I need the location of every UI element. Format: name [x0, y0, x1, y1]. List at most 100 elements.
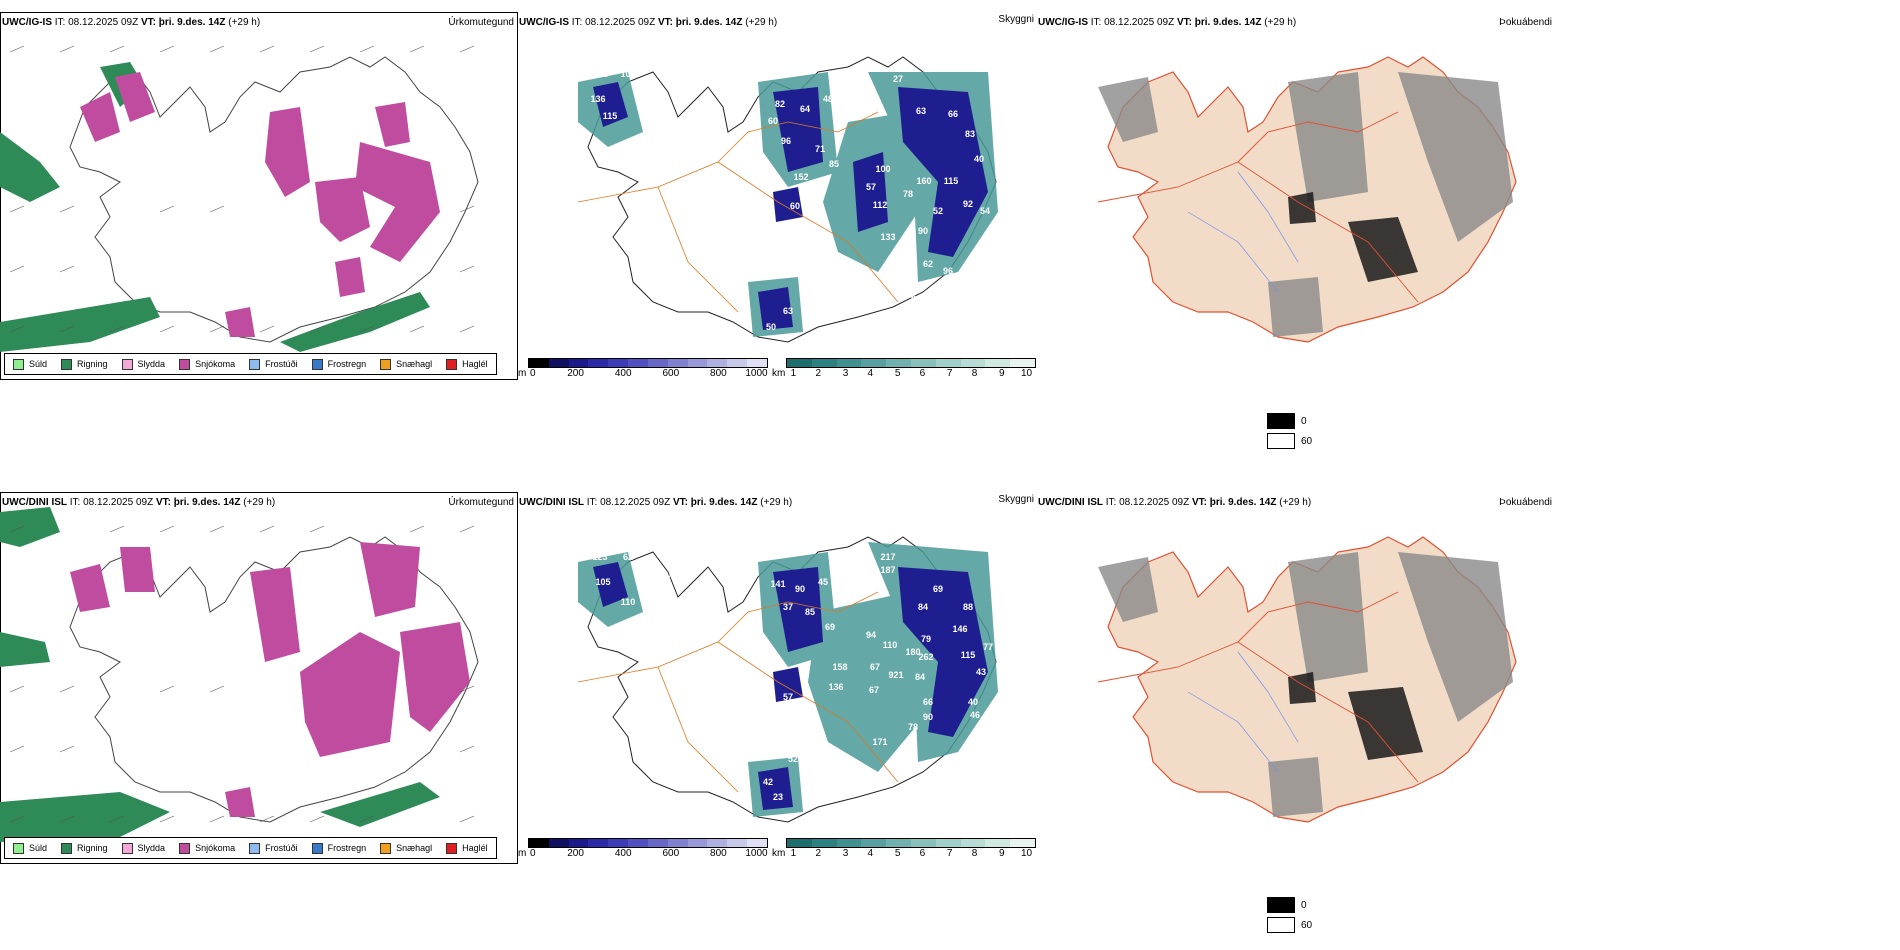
snowdepth-value-label: 71 — [815, 144, 825, 154]
fog-legend-top: 0 60 — [1267, 411, 1312, 451]
snowdepth-value-label: 62 — [623, 552, 633, 562]
snowdepth-value-label: 27 — [893, 74, 903, 84]
snowdepth-value-label: 92 — [963, 199, 973, 209]
snowdepth-value-label: 96 — [781, 136, 791, 146]
legend-item: Snæhagl — [380, 842, 432, 854]
precip-type-label-bottom: Úrkomutegund — [448, 497, 514, 508]
snowdepth-unit-top: m — [518, 368, 527, 379]
legend-item: Haglél — [446, 842, 488, 854]
precip-legend-top: Súld Rigning Slydda Snjókoma Frostúði Fr… — [4, 353, 497, 375]
snowdepth-value-label: 110 — [883, 640, 898, 650]
snowdepth-value-label: 82 — [775, 99, 785, 109]
snowdepth-value-label: 117 — [921, 314, 936, 324]
snowdepth-value-label: 50 — [766, 322, 776, 332]
snowdepth-value-label: 23 — [773, 792, 783, 802]
panel-title-bottom-2: UWC/DINI ISL IT: 08.12.2025 09Z VT: þri.… — [519, 497, 793, 508]
snowdepth-value-label: 85 — [829, 159, 839, 169]
fog-label-bottom: Þokuábendi — [1499, 497, 1552, 508]
legend-item: Rigning — [61, 358, 108, 370]
snowdepth-value-label: 108 — [620, 69, 635, 79]
fog-map-top — [1097, 56, 1517, 343]
snowdepth-value-label: 115 — [603, 111, 618, 121]
snowdepth-value-label: 100 — [875, 164, 890, 174]
legend-item: Frostúði — [249, 842, 298, 854]
snowdepth-value-label: 84 — [918, 602, 928, 612]
snowdepth-value-label: 162 — [592, 69, 607, 79]
snowdepth-colorbar-bottom — [528, 838, 768, 848]
snowdepth-value-label: 85 — [805, 607, 815, 617]
visibility-panel-bottom: 123 62 105 147 110 217 187 69 141 90 45 37 85 69 84 88 9… — [518, 492, 1038, 864]
snowdepth-value-label: 62 — [923, 259, 933, 269]
snowdepth-value-label: 40 — [974, 154, 984, 164]
snowdepth-value-label: 67 — [870, 662, 880, 672]
snowdepth-value-label: 96 — [905, 246, 915, 256]
snowdepth-value-label: 77 — [983, 642, 993, 652]
snowdepth-value-label: 115 — [961, 650, 976, 660]
panel-title-bottom-3: UWC/DINI ISL IT: 08.12.2025 09Z VT: þri.… — [1038, 497, 1312, 508]
snowdepth-value-label: 37 — [783, 602, 793, 612]
legend-item: Frostregn — [311, 842, 366, 854]
snowdepth-value-label: 40 — [968, 697, 978, 707]
snowdepth-value-label: 63 — [783, 306, 793, 316]
snowdepth-value-label: 57 — [783, 692, 793, 702]
visibility-colorbar-bottom — [786, 838, 1036, 848]
snowdepth-value-label: 96 — [943, 266, 953, 276]
snowdepth-value-label: 57 — [866, 182, 876, 192]
snowdepth-value-label: 67 — [963, 294, 973, 304]
visibility-unit-top: km — [772, 368, 786, 379]
snowdepth-value-label: 109 — [635, 94, 650, 104]
visibility-panel-top: 162 108 136 109 115 42 27 82 64 48 60 96 71 85 152 100 6… — [518, 12, 1038, 380]
legend-item: Snjókoma — [179, 358, 235, 370]
snowdepth-ticks-bottom: 0 200 400 600 800 1000 — [529, 848, 768, 859]
snowdepth-value-label: 52 — [788, 754, 798, 764]
snowdepth-value-label: 43 — [976, 667, 986, 677]
visibility-ticks-top: 1 2 3 4 5 6 7 8 9 10 — [790, 368, 1033, 379]
snowdepth-value-label: 87 — [888, 324, 898, 334]
precip-type-panel-bottom: UWC/DINI ISL IT: 08.12.2025 09Z VT: þri.… — [0, 492, 518, 864]
snowdepth-colorbar-top — [528, 358, 768, 368]
snowdepth-value-label: 141 — [770, 579, 785, 589]
snowdepth-value-label: 146 — [952, 624, 967, 634]
snowdepth-value-label: 76 — [849, 264, 859, 274]
legend-item: Snjókoma — [179, 842, 235, 854]
snowdepth-value-label: 187 — [880, 565, 895, 575]
snowdepth-value-label: 160 — [916, 176, 931, 186]
snowdepth-value-label: 48 — [823, 94, 833, 104]
snowdepth-value-label: 262 — [918, 652, 933, 662]
snowdepth-value-label: 110 — [621, 597, 636, 607]
snowdepth-value-label: 70 — [889, 274, 899, 284]
panel-title-top-2: UWC/IG-IS IT: 08.12.2025 09Z VT: þri. 9.… — [519, 17, 778, 28]
snowdepth-value-label: 217 — [880, 552, 895, 562]
snowdepth-value-label: 83 — [965, 129, 975, 139]
legend-item: Haglél — [446, 358, 488, 370]
visibility-ticks-bottom: 1 2 3 4 5 6 7 8 9 10 — [790, 848, 1033, 859]
visibility-label-bottom: Skyggni — [998, 494, 1034, 505]
precip-type-map-top — [0, 45, 479, 352]
fog-panel-top: UWC/IG-IS IT: 08.12.2025 09Z VT: þri. 9.… — [1038, 12, 1560, 380]
snowdepth-value-label: 180 — [905, 647, 920, 657]
snowdepth-value-label: 136 — [590, 94, 605, 104]
snowdepth-value-label: 52 — [933, 206, 943, 216]
snowdepth-value-label: 147 — [655, 574, 670, 584]
legend-item: Súld — [13, 358, 47, 370]
snowdepth-value-label: 115 — [944, 176, 959, 186]
visibility-unit-bottom: km — [772, 848, 786, 859]
legend-item: Súld — [13, 842, 47, 854]
snowdepth-value-label: 78 — [908, 722, 918, 732]
precip-type-map-bottom — [0, 507, 479, 842]
panel-title-top-3: UWC/IG-IS IT: 08.12.2025 09Z VT: þri. 9.… — [1038, 17, 1297, 28]
snowdepth-value-label: 69 — [933, 584, 943, 594]
snowdepth-value-label: 64 — [800, 104, 810, 114]
snowdepth-ticks-top: 0 200 400 600 800 1000 — [529, 368, 768, 379]
snowdepth-value-label: 78 — [960, 274, 970, 284]
snowdepth-value-label: 133 — [880, 232, 895, 242]
snowdepth-map-bottom: 123 62 105 147 110 217 187 69 141 90 45 37 85 69 84 88 9… — [577, 536, 998, 823]
snowdepth-value-label: 46 — [970, 710, 980, 720]
snowdepth-value-label: 64 — [911, 294, 921, 304]
legend-item: Rigning — [61, 842, 108, 854]
snowdepth-value-label: 66 — [948, 109, 958, 119]
legend-item: Slydda — [121, 358, 165, 370]
snowdepth-value-label: 67 — [869, 685, 879, 695]
snowdepth-value-label: 152 — [793, 172, 808, 182]
